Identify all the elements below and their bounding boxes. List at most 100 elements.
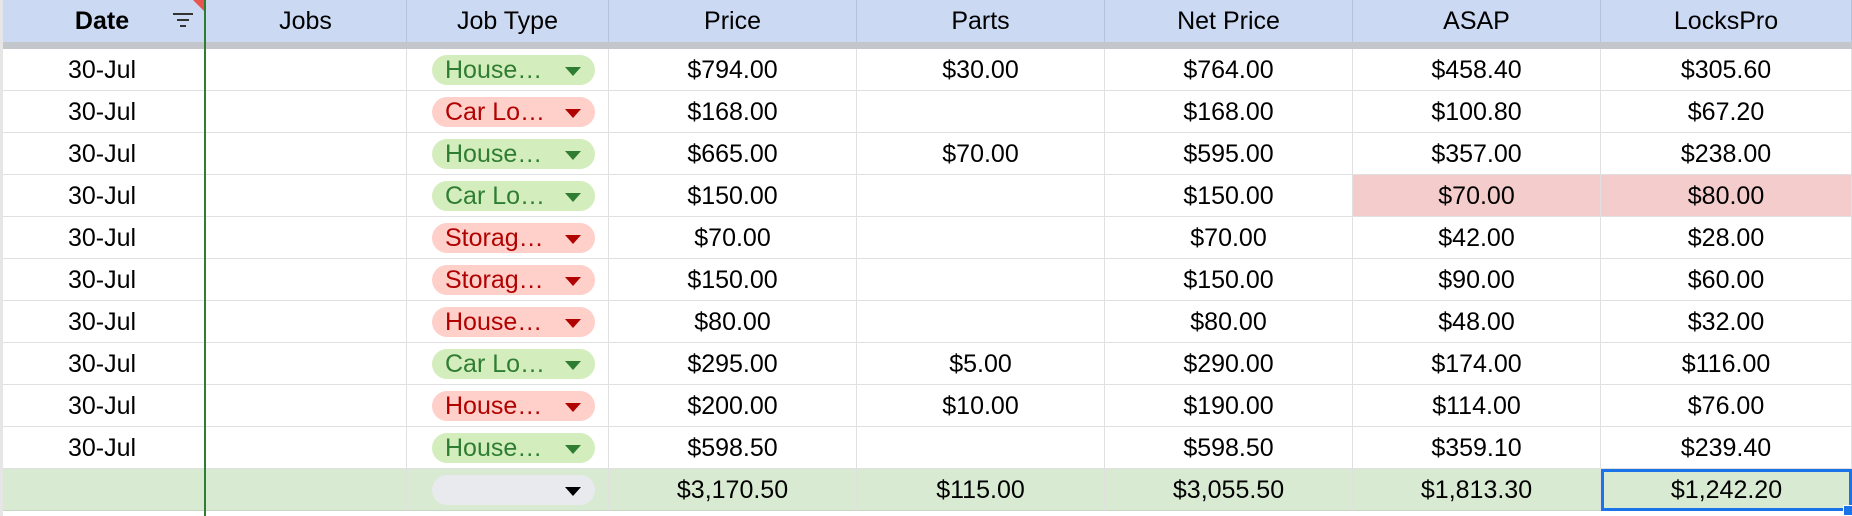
cell-parts[interactable] <box>857 259 1105 301</box>
cell-date[interactable]: 30-Jul <box>0 91 205 133</box>
cell-job-type[interactable]: House… <box>407 301 609 343</box>
cell-net-price[interactable]: $290.00 <box>1105 343 1353 385</box>
cell-net-price[interactable]: $595.00 <box>1105 133 1353 175</box>
cell-date[interactable]: 30-Jul <box>0 259 205 301</box>
cell-job-type[interactable]: House… <box>407 49 609 91</box>
cell-job-type[interactable]: Storag… <box>407 217 609 259</box>
dropdown-arrow-icon[interactable] <box>565 109 581 118</box>
cell-parts[interactable] <box>857 427 1105 469</box>
cell-price[interactable]: $150.00 <box>609 259 857 301</box>
frozen-column-divider[interactable] <box>204 0 206 516</box>
header-date[interactable]: Date <box>0 0 205 42</box>
cell-jobs[interactable] <box>205 49 407 91</box>
cell-net-price[interactable]: $150.00 <box>1105 259 1353 301</box>
job-type-dropdown[interactable]: Car Lo… <box>432 97 595 127</box>
cell-jobs[interactable] <box>205 217 407 259</box>
selection-fill-handle[interactable] <box>1843 505 1852 516</box>
header-price[interactable]: Price <box>609 0 857 42</box>
cell-date[interactable]: 30-Jul <box>0 385 205 427</box>
cell-date[interactable]: 30-Jul <box>0 49 205 91</box>
job-type-dropdown[interactable]: House… <box>432 139 595 169</box>
cell-price[interactable]: $598.50 <box>609 427 857 469</box>
job-type-dropdown[interactable]: Car Lo… <box>432 349 595 379</box>
cell-parts[interactable] <box>857 175 1105 217</box>
cell-price[interactable]: $70.00 <box>609 217 857 259</box>
cell-date[interactable]: 30-Jul <box>0 133 205 175</box>
cell-jobs[interactable] <box>205 343 407 385</box>
cell-net-price[interactable]: $764.00 <box>1105 49 1353 91</box>
dropdown-arrow-icon[interactable] <box>565 403 581 412</box>
cell-job-type[interactable]: House… <box>407 385 609 427</box>
cell-net-price[interactable]: $190.00 <box>1105 385 1353 427</box>
dropdown-arrow-icon[interactable] <box>565 151 581 160</box>
cell-lockspro[interactable]: $76.00 <box>1601 385 1852 427</box>
cell-lockspro[interactable]: $239.40 <box>1601 427 1852 469</box>
cell-asap[interactable]: $48.00 <box>1353 301 1601 343</box>
cell-price[interactable]: $295.00 <box>609 343 857 385</box>
cell-asap[interactable]: $114.00 <box>1353 385 1601 427</box>
cell-jobs[interactable] <box>205 259 407 301</box>
header-jobs[interactable]: Jobs <box>205 0 407 42</box>
dropdown-arrow-icon[interactable] <box>565 361 581 370</box>
job-type-dropdown[interactable] <box>432 475 595 505</box>
dropdown-arrow-icon[interactable] <box>565 487 581 496</box>
cell-date[interactable]: 30-Jul <box>0 301 205 343</box>
cell-asap[interactable]: $458.40 <box>1353 49 1601 91</box>
cell-net-price[interactable]: $598.50 <box>1105 427 1353 469</box>
cell-date[interactable]: 30-Jul <box>0 217 205 259</box>
dropdown-arrow-icon[interactable] <box>565 235 581 244</box>
header-job-type[interactable]: Job Type <box>407 0 609 42</box>
cell-date[interactable]: 30-Jul <box>0 427 205 469</box>
dropdown-arrow-icon[interactable] <box>565 277 581 286</box>
cell-parts[interactable]: $5.00 <box>857 343 1105 385</box>
header-parts[interactable]: Parts <box>857 0 1105 42</box>
cell-price[interactable]: $168.00 <box>609 91 857 133</box>
cell-job-type[interactable]: House… <box>407 133 609 175</box>
header-net-price[interactable]: Net Price <box>1105 0 1353 42</box>
cell-parts[interactable]: $70.00 <box>857 133 1105 175</box>
cell-asap[interactable]: $42.00 <box>1353 217 1601 259</box>
dropdown-arrow-icon[interactable] <box>565 445 581 454</box>
job-type-dropdown[interactable]: House… <box>432 391 595 421</box>
cell-jobs[interactable] <box>205 91 407 133</box>
cell-jobs[interactable] <box>205 175 407 217</box>
cell-lockspro[interactable]: $305.60 <box>1601 49 1852 91</box>
cell-price[interactable]: $150.00 <box>609 175 857 217</box>
dropdown-arrow-icon[interactable] <box>565 319 581 328</box>
cell-jobs[interactable] <box>205 385 407 427</box>
cell-net-price[interactable]: $80.00 <box>1105 301 1353 343</box>
cell-job-type[interactable]: Car Lo… <box>407 343 609 385</box>
cell-lockspro[interactable]: $1,242.20 <box>1601 469 1852 511</box>
cell-lockspro[interactable]: $238.00 <box>1601 133 1852 175</box>
cell-net-price[interactable]: $3,055.50 <box>1105 469 1353 511</box>
job-type-dropdown[interactable]: House… <box>432 55 595 85</box>
cell-net-price[interactable]: $150.00 <box>1105 175 1353 217</box>
cell-net-price[interactable]: $70.00 <box>1105 217 1353 259</box>
cell-parts[interactable]: $115.00 <box>857 469 1105 511</box>
cell-job-type[interactable]: Storag… <box>407 259 609 301</box>
cell-price[interactable]: $665.00 <box>609 133 857 175</box>
cell-date[interactable]: 30-Jul <box>0 175 205 217</box>
header-lockspro[interactable]: LocksPro <box>1601 0 1852 42</box>
cell-asap[interactable]: $174.00 <box>1353 343 1601 385</box>
cell-lockspro[interactable]: $80.00 <box>1601 175 1852 217</box>
dropdown-arrow-icon[interactable] <box>565 193 581 202</box>
cell-job-type[interactable]: Car Lo… <box>407 175 609 217</box>
cell-parts[interactable] <box>857 217 1105 259</box>
filter-icon[interactable] <box>172 12 194 28</box>
cell-price[interactable]: $80.00 <box>609 301 857 343</box>
cell-jobs[interactable] <box>205 133 407 175</box>
cell-price[interactable]: $3,170.50 <box>609 469 857 511</box>
job-type-dropdown[interactable]: Storag… <box>432 265 595 295</box>
cell-job-type[interactable]: Car Lo… <box>407 91 609 133</box>
cell-asap[interactable]: $70.00 <box>1353 175 1601 217</box>
cell-lockspro[interactable]: $60.00 <box>1601 259 1852 301</box>
cell-lockspro[interactable]: $116.00 <box>1601 343 1852 385</box>
cell-asap[interactable]: $357.00 <box>1353 133 1601 175</box>
cell-date[interactable] <box>0 469 205 511</box>
cell-asap[interactable]: $359.10 <box>1353 427 1601 469</box>
cell-asap[interactable]: $100.80 <box>1353 91 1601 133</box>
cell-lockspro[interactable]: $28.00 <box>1601 217 1852 259</box>
cell-lockspro[interactable]: $32.00 <box>1601 301 1852 343</box>
cell-job-type[interactable] <box>407 469 609 511</box>
